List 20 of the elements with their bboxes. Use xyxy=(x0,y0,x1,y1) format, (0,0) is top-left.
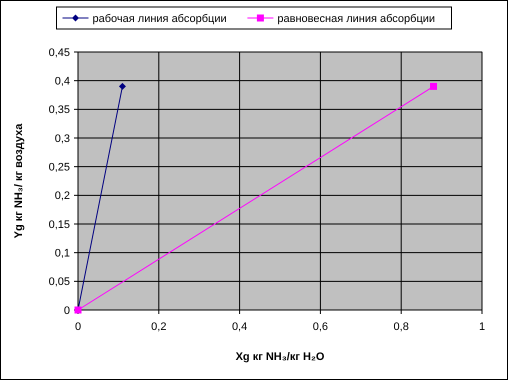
legend-label: рабочая линия абсорбции xyxy=(92,12,227,25)
x-tick-label: 0,8 xyxy=(394,321,409,333)
x-axis-title: Xg кг NH₃/кг H₂O xyxy=(236,351,325,363)
x-tick-label: 0,4 xyxy=(232,321,248,333)
y-tick-label: 0 xyxy=(64,304,70,317)
y-tick-label: 0,15 xyxy=(48,218,70,231)
y-tick-label: 0,4 xyxy=(54,76,70,88)
y-tick-label: 0,05 xyxy=(48,276,70,288)
x-tick-label: 1 xyxy=(478,321,486,333)
x-tick-label: 0 xyxy=(74,321,82,333)
x-tick-label: 0,6 xyxy=(312,321,328,333)
y-tick-label: 0,3 xyxy=(54,132,70,145)
y-tick-label: 0,1 xyxy=(54,248,70,260)
y-tick-label: 0,35 xyxy=(48,104,70,116)
x-tick-label: 0,2 xyxy=(151,321,166,333)
y-axis-title: Yg кг NH₃/ кг воздуха xyxy=(13,122,25,238)
y-tick-label: 0,45 xyxy=(48,46,70,59)
legend-label: равновесная линия абсорбции xyxy=(277,12,436,25)
y-tick-label: 0,25 xyxy=(48,162,70,174)
y-tick-label: 0,2 xyxy=(54,190,70,202)
